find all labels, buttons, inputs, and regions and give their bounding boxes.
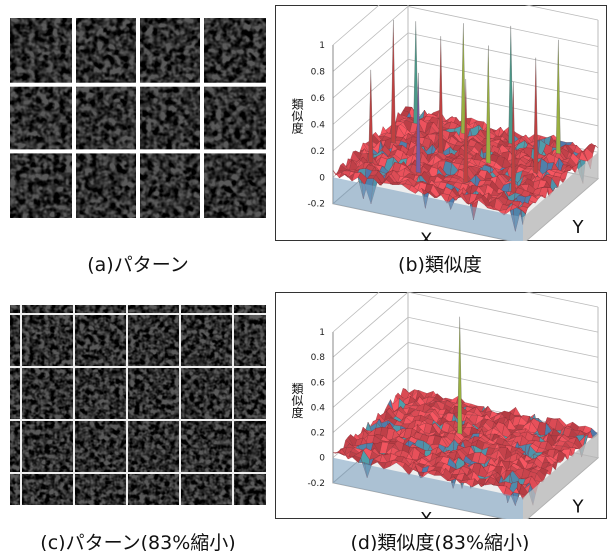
tile-line [179,305,181,505]
z-tick-label: 0.8 [311,353,326,363]
tile-gap [10,83,266,87]
z-tick-label: 0.2 [311,147,325,157]
similarity-plot: 1 0.8 0.6 0.4 0.2 0 -0.2 X Y 類似度 [275,5,607,241]
pattern-image [10,18,266,218]
z-tick-label: 0.6 [311,94,326,104]
x-axis-label: X [420,509,432,519]
x-axis-label: X [420,230,432,241]
figure: 1 0.8 0.6 0.4 0.2 0 -0.2 X Y 類似度 1 0.8 0.6 0.4 0.2 0 -0… [0,0,615,551]
z-tick-label: 0.6 [311,378,326,388]
y-axis-label: Y [572,496,585,517]
tile-line [10,313,266,315]
caption: (a)パターン [0,250,288,277]
z-tick-label: -0.2 [307,200,325,210]
tile-gap [136,18,140,218]
tile-gap [72,18,76,218]
z-axis-label: 類似度 [290,382,304,418]
z-tick-label: 0.4 [311,403,326,413]
z-tick-label: 0.4 [311,120,326,130]
tile-line [10,419,266,421]
tile-line [232,305,234,505]
z-tick-label: -0.2 [307,479,325,489]
z-tick-label: 0.8 [311,67,326,77]
z-axis-label: 類似度 [290,97,304,133]
caption: (d)類似度(83%縮小) [290,528,590,551]
tile-line [20,305,22,505]
tile-gap [10,149,266,153]
tile-line [73,305,75,505]
z-tick-label: 0.2 [311,429,325,439]
z-tick-label: 0 [319,454,325,464]
z-tick-label: 1 [319,41,325,51]
z-tick-label: 0 [319,173,325,183]
similarity-plot: 1 0.8 0.6 0.4 0.2 0 -0.2 X Y 類似度 [275,292,607,519]
tile-line [126,305,128,505]
tile-gap [200,18,204,218]
tile-line [10,366,266,368]
y-axis-label: Y [572,217,585,238]
noise [10,305,266,505]
caption: (c)パターン(83%縮小) [0,528,288,551]
tile-line [10,472,266,474]
pattern-image [10,305,266,505]
z-tick-label: 1 [319,328,325,338]
caption: (b)類似度 [290,250,590,277]
